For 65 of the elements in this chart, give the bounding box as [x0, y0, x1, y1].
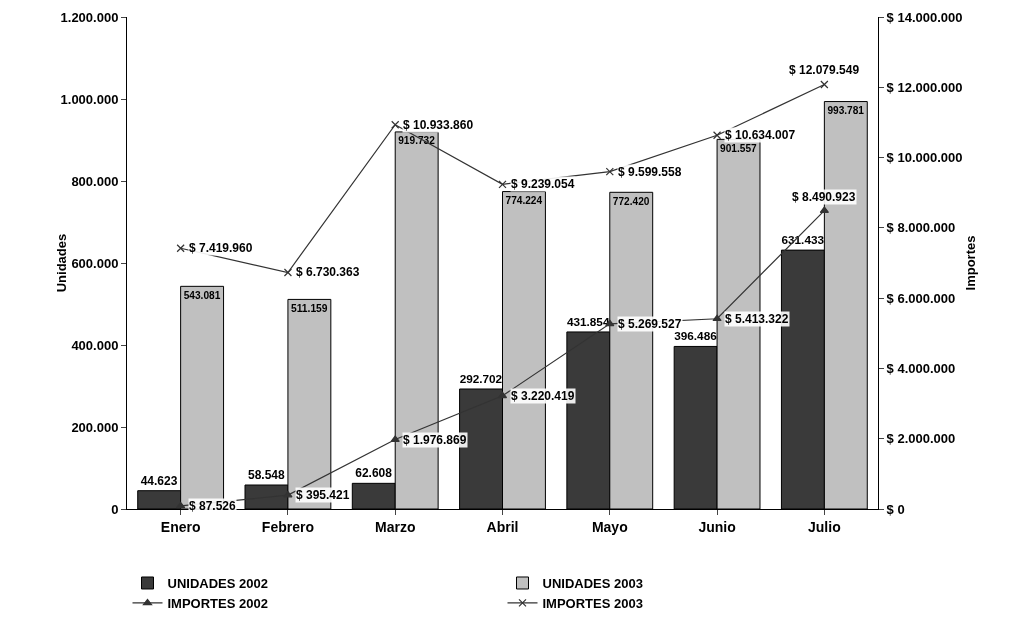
y-tick-label: 800.000 [71, 173, 119, 189]
point [391, 120, 400, 129]
data-label: 901.557 [720, 142, 758, 154]
data-label: $ 1.976.869 [403, 433, 467, 447]
y2-tick-label: $ 2.000.000 [886, 431, 956, 447]
y2-tick-label: $ 0 [886, 501, 905, 517]
x-tick-label: Marzo [374, 518, 416, 535]
y-tick-label: 600.000 [71, 255, 119, 271]
data-label: $ 5.269.527 [618, 317, 682, 331]
point [176, 501, 186, 509]
data-label: 62.608 [355, 466, 393, 481]
data-label: 396.486 [674, 329, 718, 343]
y2-tick-label: $ 10.000.000 [886, 150, 963, 166]
x-tick-label: Mayo [591, 518, 628, 535]
legend-label: IMPORTES 2003 [542, 595, 643, 611]
data-label: $ 3.220.419 [511, 389, 575, 403]
y-tick-label: 1.200.000 [60, 9, 119, 25]
data-label: 58.548 [247, 468, 285, 482]
point [498, 180, 507, 189]
x-tick-label: Enero [160, 518, 201, 535]
y2-tick-label: $ 4.000.000 [886, 360, 956, 376]
y2-tick-label: $ 14.000.000 [886, 9, 963, 25]
data-label: $ 9.239.054 [511, 177, 575, 191]
data-label: $ 395.421 [296, 488, 350, 502]
data-label: $ 10.634.007 [725, 128, 796, 142]
data-label: $ 87.526 [189, 499, 237, 513]
data-label: 543.081 [183, 289, 221, 301]
data-label: 774.224 [505, 194, 543, 206]
y2-tick-label: $ 6.000.000 [886, 290, 956, 306]
y2-axis-title: Importes [963, 235, 979, 291]
data-label: 511.159 [290, 302, 328, 314]
x-tick-label: Abril [486, 518, 519, 535]
legend-label: IMPORTES 2002 [167, 595, 268, 611]
point [820, 80, 829, 89]
y2-tick-label: $ 8.000.000 [886, 220, 956, 236]
legend-label: UNIDADES 2003 [542, 576, 643, 592]
data-label: $ 5.413.322 [725, 312, 789, 326]
y-axis-title: Unidades [54, 233, 70, 293]
data-label: 431.854 [566, 314, 610, 328]
point [283, 268, 293, 277]
y-tick-label: 0 [111, 501, 119, 517]
y-tick-label: 400.000 [71, 337, 119, 353]
x-tick-label: Febrero [261, 518, 314, 535]
data-label: 772.420 [612, 195, 650, 207]
point [712, 131, 722, 140]
point [390, 435, 400, 442]
x-tick-label: Junio [698, 518, 736, 535]
point [712, 314, 722, 322]
point [819, 206, 829, 213]
data-label: 44.623 [140, 473, 178, 488]
data-label: $ 6.730.363 [296, 265, 360, 279]
data-label: $ 9.599.558 [618, 165, 682, 179]
data-label: $ 7.419.960 [189, 241, 253, 255]
y-tick-label: 200.000 [71, 419, 119, 435]
y2-tick-label: $ 12.000.000 [886, 79, 963, 95]
data-label: 292.702 [459, 372, 503, 386]
point [605, 167, 614, 176]
legend-label: UNIDADES 2002 [167, 576, 268, 592]
data-label: $ 8.490.923 [792, 190, 856, 204]
point [176, 244, 185, 253]
x-tick-label: Julio [808, 518, 841, 535]
data-label: $ 10.933.860 [403, 118, 474, 132]
data-label: $ 12.079.549 [789, 63, 860, 77]
y-tick-label: 1.000.000 [60, 91, 119, 107]
data-label: 993.781 [827, 104, 865, 116]
